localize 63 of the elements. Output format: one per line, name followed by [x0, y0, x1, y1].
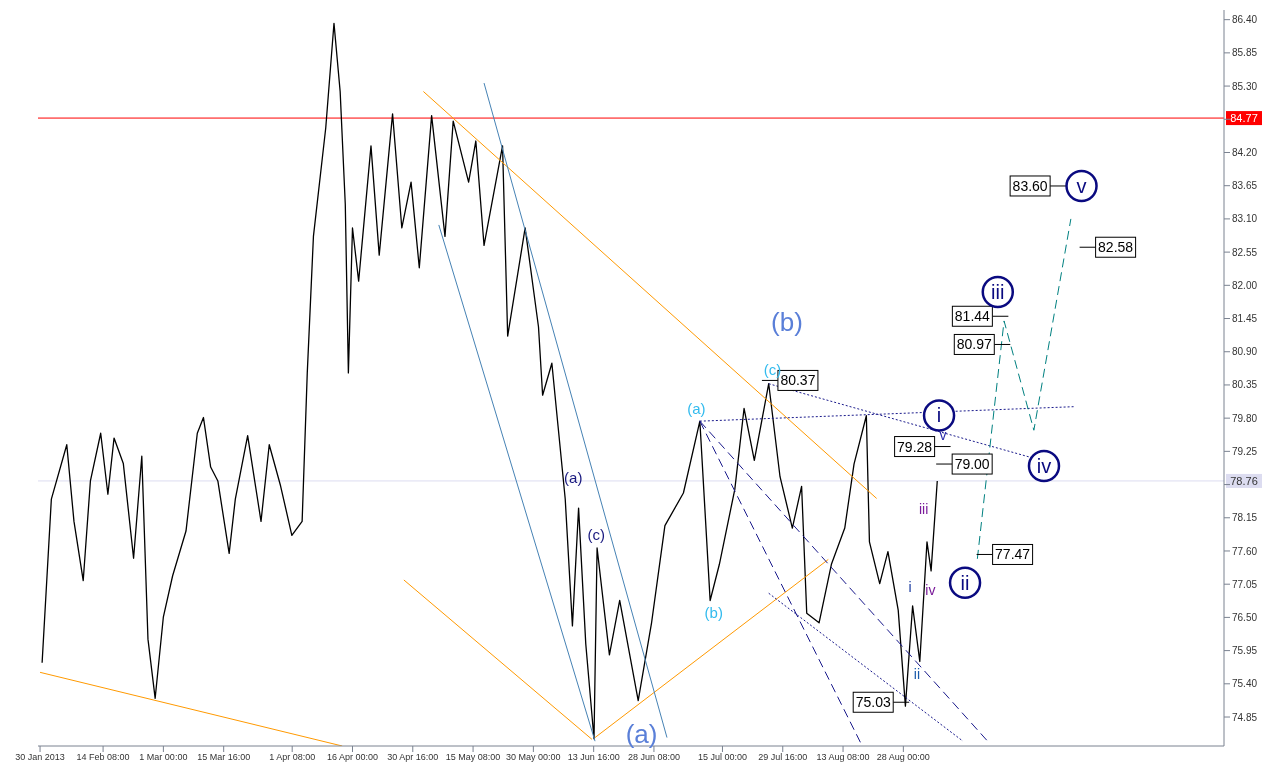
y-tick-label: 85.85: [1232, 47, 1258, 59]
x-tick-label: 15 Jul 00:00: [697, 752, 747, 763]
annotation: (a): [564, 468, 583, 486]
annotation: v: [1076, 174, 1087, 197]
x-tick-label: 28 Jun 08:00: [627, 752, 680, 763]
y-tick-label: 86.40: [1232, 14, 1258, 26]
y-tick-label: 74.85: [1232, 711, 1258, 723]
annotation: iv: [1036, 454, 1052, 477]
y-tick-label: 79.25: [1232, 445, 1258, 457]
x-tick-label: 30 Jan 2013: [15, 752, 65, 763]
x-tick-label: 13 Jun 16:00: [567, 752, 620, 763]
annotation: (a): [625, 719, 658, 750]
annotation: v: [939, 426, 947, 443]
annotation: 81.44: [954, 308, 991, 325]
annotation: (a): [687, 399, 706, 417]
annotation: 80.37: [780, 372, 816, 389]
y-tick-label: 80.90: [1232, 346, 1258, 358]
x-tick-label: 30 Apr 16:00: [387, 752, 439, 763]
y-tick-label: 83.10: [1232, 213, 1258, 225]
x-tick-label: 15 Mar 16:00: [197, 752, 251, 763]
ref-line-label: 84.77: [1230, 112, 1258, 125]
annotation: i: [908, 579, 912, 596]
x-tick-label: 30 May 00:00: [506, 752, 561, 763]
annotation: 75.03: [855, 694, 891, 711]
y-tick-label: 85.30: [1232, 80, 1258, 92]
y-tick-label: 82.55: [1232, 246, 1258, 258]
x-tick-label: 14 Feb 08:00: [76, 752, 130, 763]
annotation: 80.97: [956, 336, 993, 353]
annotation: 83.60: [1012, 177, 1048, 194]
annotation: iii: [918, 500, 929, 517]
x-tick-label: 1 Apr 08:00: [269, 752, 316, 763]
annotation: iv: [925, 582, 936, 599]
y-tick-label: 77.60: [1232, 545, 1258, 557]
y-tick-label: 77.05: [1232, 578, 1258, 590]
y-tick-label: 75.95: [1232, 645, 1258, 657]
annotation: 77.47: [995, 546, 1031, 563]
y-tick-label: 83.65: [1232, 180, 1258, 192]
y-tick-label: 75.40: [1232, 678, 1258, 690]
annotation: (b): [771, 307, 803, 338]
y-tick-label: 78.15: [1232, 512, 1258, 524]
annotation: 79.28: [897, 438, 933, 455]
y-tick-label: 76.50: [1232, 611, 1258, 623]
x-tick-label: 13 Aug 08:00: [816, 752, 870, 763]
annotation: ii: [913, 665, 921, 682]
x-tick-label: 15 May 08:00: [445, 752, 501, 763]
y-tick-label: 79.80: [1232, 412, 1258, 424]
y-tick-label: 84.20: [1232, 147, 1258, 159]
y-tick-label: 80.35: [1232, 379, 1258, 391]
annotation: 79.00: [954, 456, 990, 473]
annotation: i: [936, 404, 942, 427]
ref-line-label: 78.76: [1230, 474, 1258, 487]
annotation: (b): [704, 604, 723, 622]
annotation: 82.58: [1098, 239, 1134, 256]
x-tick-label: 16 Apr 00:00: [326, 752, 379, 763]
annotation: (c): [587, 526, 606, 544]
annotation: ii: [960, 571, 970, 594]
x-tick-label: 28 Aug 00:00: [876, 752, 930, 763]
y-tick-label: 82.00: [1232, 279, 1258, 291]
x-tick-label: 29 Jul 16:00: [758, 752, 808, 763]
annotation: iii: [991, 280, 1005, 303]
x-tick-label: 1 Mar 00:00: [139, 752, 188, 763]
annotation: (c): [763, 360, 782, 378]
y-tick-label: 81.45: [1232, 313, 1258, 325]
